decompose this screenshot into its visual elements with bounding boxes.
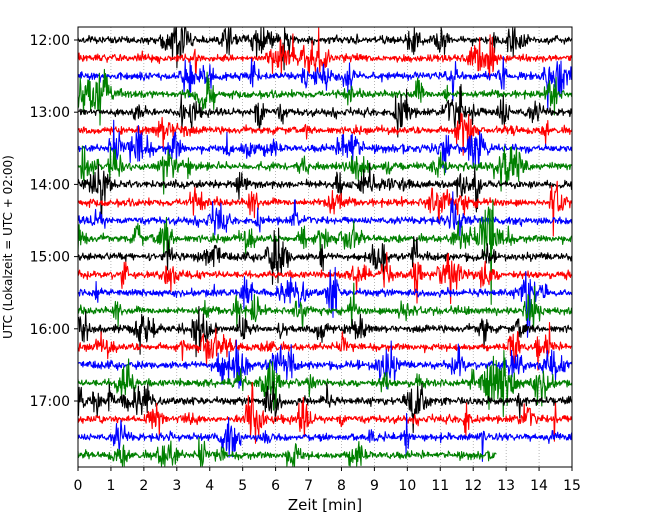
trace-1315: [77, 112, 573, 156]
x-tick-label-1: 1: [106, 478, 115, 494]
x-tick-label-6: 6: [271, 478, 280, 494]
x-tick-label-10: 10: [398, 478, 416, 494]
y-tick-label-1: 13:00: [30, 105, 70, 121]
x-axis-label: Zeit [min]: [288, 496, 362, 514]
trace-layer: [77, 27, 573, 467]
trace-1700: [77, 381, 573, 434]
trace-1630: [77, 339, 573, 390]
x-tick-label-9: 9: [370, 478, 379, 494]
trace-1515: [77, 251, 573, 305]
trace-1330: [77, 119, 573, 173]
x-tick-label-14: 14: [530, 478, 548, 494]
y-tick-label-5: 17:00: [30, 394, 70, 410]
y-tick-label-2: 14:00: [30, 177, 70, 193]
trace-1300: [77, 83, 573, 138]
x-tick-label-15: 15: [563, 478, 581, 494]
trace-1615: [77, 321, 573, 371]
trace-1430: [77, 191, 573, 237]
y-axis-label: UTC (Lokalzeit = UTC + 02:00): [1, 155, 15, 339]
y-tick-label-3: 15:00: [30, 250, 70, 266]
trace-1215: [77, 27, 573, 81]
x-tick-label-12: 12: [464, 478, 482, 494]
trace-1530: [77, 266, 573, 338]
x-tick-label-4: 4: [205, 478, 214, 494]
x-tick-label-11: 11: [431, 478, 449, 494]
trace-1500: [77, 227, 573, 285]
x-axis-ticks: 0 1 2 3 4 5 6 7 8 9 10 11 12 13 14 15: [74, 467, 581, 494]
x-tick-label-13: 13: [497, 478, 515, 494]
trace-1600: [77, 305, 573, 358]
x-tick-label-3: 3: [172, 478, 181, 494]
y-tick-label-4: 16:00: [30, 322, 70, 338]
x-tick-label-0: 0: [74, 478, 83, 494]
x-tick-label-7: 7: [304, 478, 313, 494]
trace-1230: [77, 56, 573, 111]
plot-frame: [77, 26, 573, 468]
y-tick-label-0: 12:00: [30, 33, 70, 49]
trace-1715: [77, 381, 573, 444]
trace-1645: [77, 350, 573, 418]
trace-1745: [77, 436, 497, 467]
trace-1415: [77, 180, 573, 237]
trace-1245: [77, 68, 573, 126]
y-axis-ticks: 12:00 13:00 14:00 15:00 16:00 17:00: [30, 33, 78, 410]
trace-1545: [77, 282, 573, 330]
x-tick-label-8: 8: [337, 478, 346, 494]
x-tick-label-2: 2: [139, 478, 148, 494]
trace-1730: [77, 413, 573, 462]
trace-1345: [77, 145, 573, 195]
trace-1400: [77, 162, 573, 222]
trace-1445: [77, 199, 573, 305]
x-tick-label-5: 5: [238, 478, 247, 494]
